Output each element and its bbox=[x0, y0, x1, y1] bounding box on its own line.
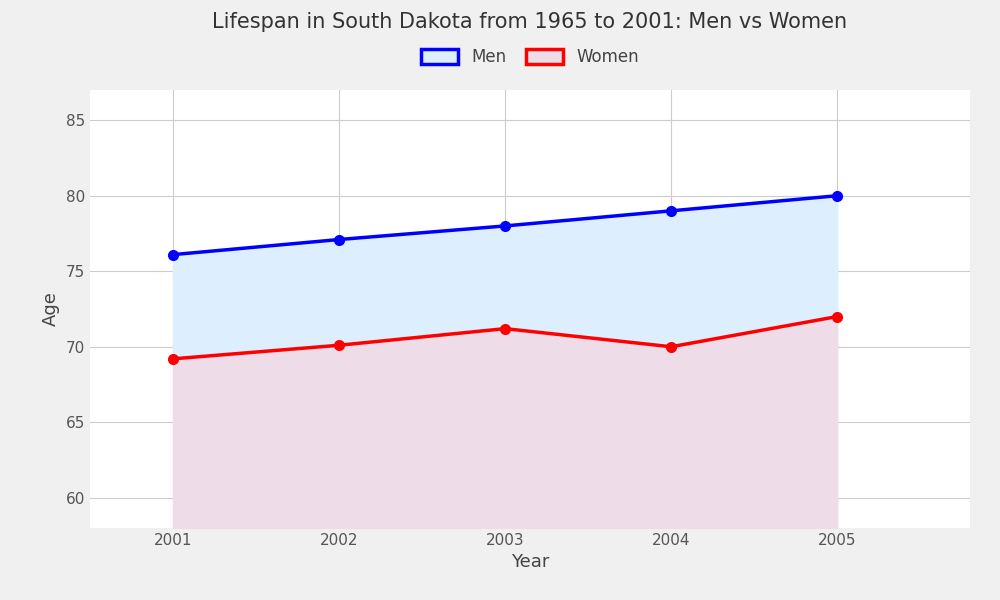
Women bbox=[499, 325, 511, 332]
Title: Lifespan in South Dakota from 1965 to 2001: Men vs Women: Lifespan in South Dakota from 1965 to 20… bbox=[212, 11, 848, 31]
Women bbox=[333, 341, 345, 349]
Men bbox=[333, 236, 345, 243]
Line: Men: Men bbox=[168, 191, 842, 259]
Women bbox=[831, 313, 843, 320]
Men bbox=[167, 251, 179, 258]
X-axis label: Year: Year bbox=[511, 553, 549, 571]
Men bbox=[499, 223, 511, 230]
Legend: Men, Women: Men, Women bbox=[414, 41, 646, 73]
Men bbox=[665, 207, 677, 214]
Line: Women: Women bbox=[168, 311, 842, 364]
Women bbox=[665, 343, 677, 350]
Men bbox=[831, 192, 843, 199]
Women bbox=[167, 355, 179, 362]
Y-axis label: Age: Age bbox=[42, 292, 60, 326]
